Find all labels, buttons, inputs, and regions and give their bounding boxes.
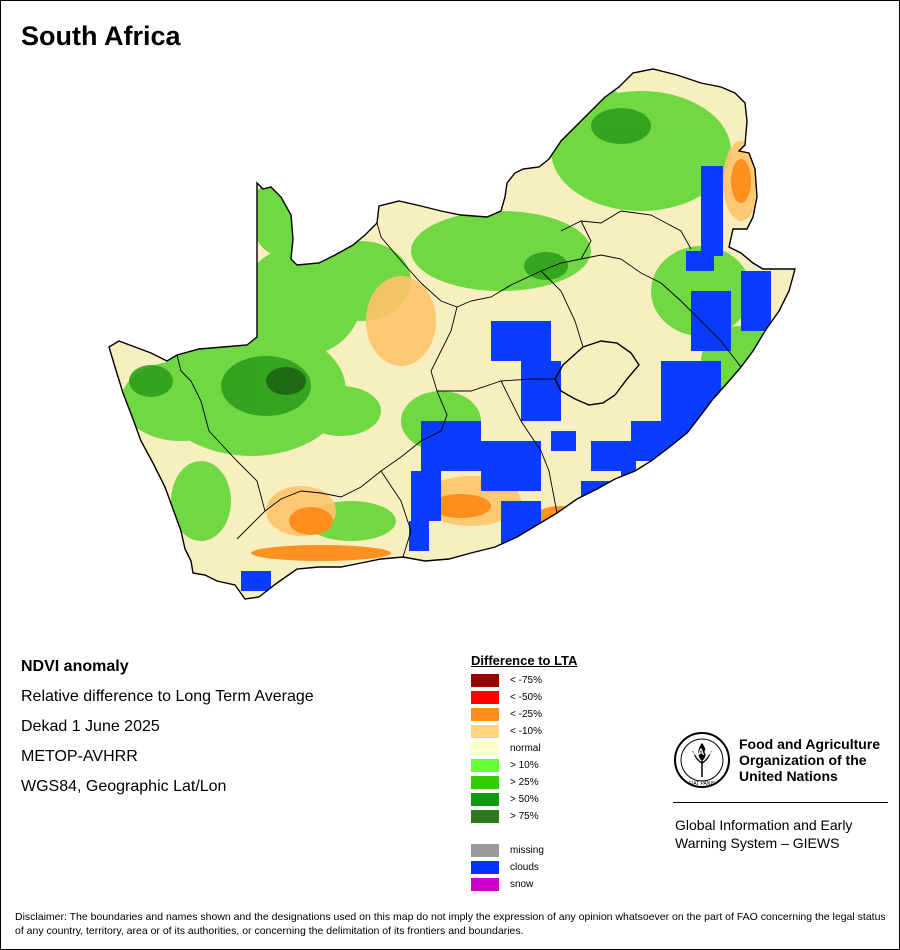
fao-logo-text-top: FAO (693, 747, 712, 757)
fao-divider (673, 802, 888, 803)
legend-item: missing (471, 842, 577, 859)
legend-label: snow (510, 879, 534, 890)
fao-logo-text-bottom: FIAT PANIS (689, 781, 716, 787)
legend-swatch (471, 878, 499, 891)
legend-item: < -50% (471, 689, 577, 706)
info-sensor: METOP-AVHRR (21, 748, 138, 765)
legend-swatch (471, 861, 499, 874)
legend-item: < -75% (471, 672, 577, 689)
legend-item: > 10% (471, 757, 577, 774)
legend-items: < -75% < -50% < -25% < -10% normal > 10% > 25%… (471, 672, 577, 825)
legend-item: normal (471, 740, 577, 757)
legend-item: < -25% (471, 706, 577, 723)
legend-item: snow (471, 876, 577, 893)
fao-name: Food and Agriculture Organization of the… (739, 736, 889, 784)
legend-label: normal (510, 743, 541, 754)
legend-swatch (471, 708, 499, 721)
fao-name-line1: Food and Agriculture (739, 736, 881, 752)
legend-swatch (471, 810, 499, 823)
legend-item: < -10% (471, 723, 577, 740)
legend-swatch (471, 793, 499, 806)
legend-swatch (471, 844, 499, 857)
legend-swatch (471, 776, 499, 789)
legend-swatch (471, 691, 499, 704)
fao-logo-icon: FAO FIAT PANIS (674, 732, 730, 788)
legend-label: > 10% (510, 760, 539, 771)
legend-label: missing (510, 845, 544, 856)
ndvi-map (108, 68, 796, 600)
legend-label: < -10% (510, 726, 542, 737)
legend-label: < -25% (510, 709, 542, 720)
info-product: Relative difference to Long Term Average (21, 688, 314, 705)
legend: Difference to LTA < -75% < -50% < -25% < -1… (471, 653, 577, 893)
disclaimer: Disclaimer: The boundaries and names sho… (15, 911, 886, 937)
legend-title: Difference to LTA (471, 653, 578, 668)
legend-item: clouds (471, 859, 577, 876)
legend-label: < -50% (510, 692, 542, 703)
info-date: Dekad 1 June 2025 (21, 718, 160, 735)
legend-swatch (471, 674, 499, 687)
legend-label: < -75% (510, 675, 542, 686)
giews-line2: Warning System – GIEWS (675, 835, 840, 851)
legend-label: clouds (510, 862, 539, 873)
legend-item: > 75% (471, 808, 577, 825)
legend-label: > 25% (510, 777, 539, 788)
fao-name-line2: Organization of the (739, 752, 867, 768)
giews-line1: Global Information and Early (675, 817, 853, 833)
info-projection: WGS84, Geographic Lat/Lon (21, 778, 227, 795)
info-heading: NDVI anomaly (21, 658, 129, 675)
legend-item: > 25% (471, 774, 577, 791)
legend-swatch (471, 725, 499, 738)
map-title: South Africa (21, 21, 181, 51)
fao-name-line3: United Nations (739, 768, 838, 784)
legend-label: > 75% (510, 811, 539, 822)
legend-swatch (471, 742, 499, 755)
legend-item: > 50% (471, 791, 577, 808)
legend-swatch (471, 759, 499, 772)
legend-label: > 50% (510, 794, 539, 805)
giews-name: Global Information and Early Warning Sys… (675, 816, 875, 852)
legend-extra-items: missing clouds snow (471, 842, 577, 893)
